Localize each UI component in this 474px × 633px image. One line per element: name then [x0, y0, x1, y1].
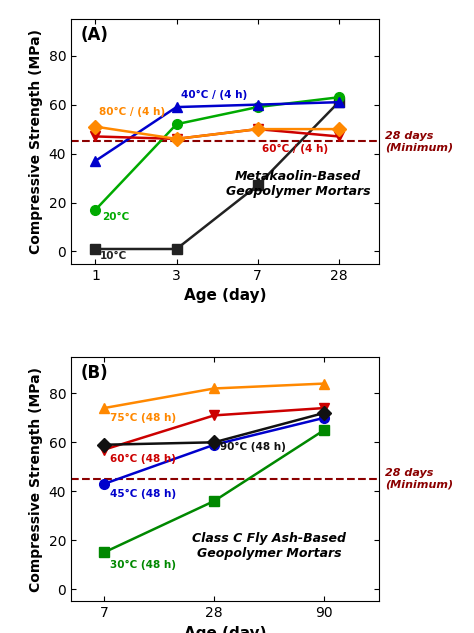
- Text: 30°C (48 h): 30°C (48 h): [109, 560, 175, 570]
- Text: 60°C (48 h): 60°C (48 h): [109, 454, 175, 465]
- Text: Class C Fly Ash-Based
Geopolymer Mortars: Class C Fly Ash-Based Geopolymer Mortars: [192, 532, 346, 560]
- Text: 28 days
(Minimum): 28 days (Minimum): [385, 468, 454, 490]
- Text: 20°C: 20°C: [102, 212, 129, 222]
- Text: 75°C (48 h): 75°C (48 h): [109, 413, 176, 423]
- Text: 28 days
(Minimum): 28 days (Minimum): [385, 130, 454, 152]
- Y-axis label: Compressive Strength (MPa): Compressive Strength (MPa): [29, 29, 43, 254]
- Text: 80°C / (4 h): 80°C / (4 h): [100, 107, 165, 117]
- Text: 40°C / (4 h): 40°C / (4 h): [181, 90, 247, 100]
- X-axis label: Age (day): Age (day): [184, 288, 266, 303]
- Text: (B): (B): [80, 364, 108, 382]
- Text: 45°C (48 h): 45°C (48 h): [109, 489, 176, 499]
- Text: 60°C / (4 h): 60°C / (4 h): [262, 144, 328, 154]
- Text: Metakaolin-Based
Geopolymer Mortars: Metakaolin-Based Geopolymer Mortars: [226, 170, 371, 197]
- Text: (A): (A): [80, 27, 108, 44]
- Text: 10°C: 10°C: [100, 251, 127, 261]
- X-axis label: Age (day): Age (day): [184, 626, 266, 633]
- Y-axis label: Compressive Strength (MPa): Compressive Strength (MPa): [29, 367, 43, 591]
- Text: 90°C (48 h): 90°C (48 h): [219, 442, 285, 452]
